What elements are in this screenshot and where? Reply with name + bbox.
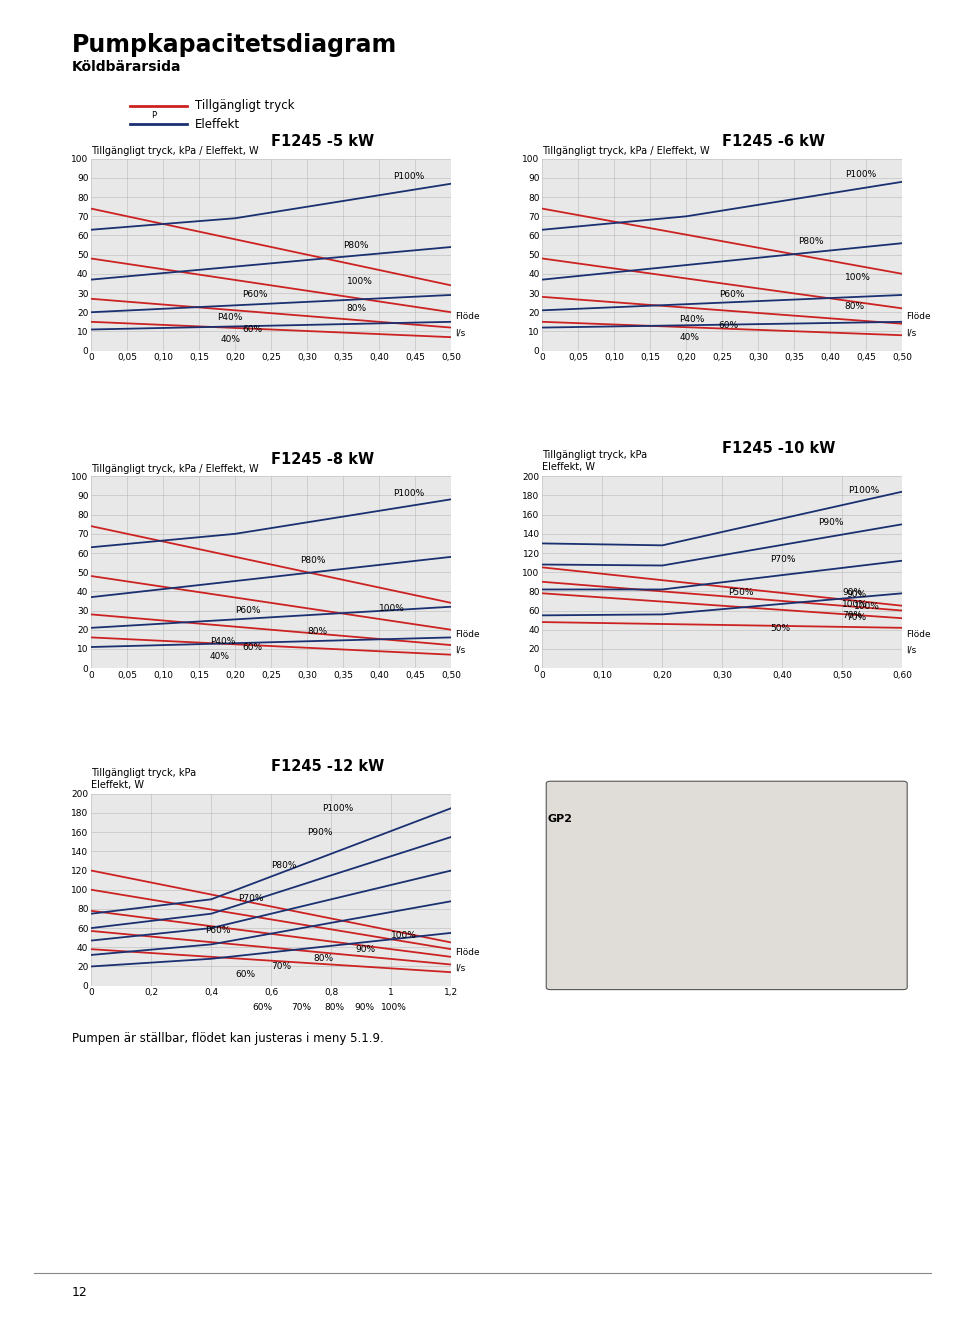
Text: 50%: 50%	[770, 624, 790, 634]
Text: P40%: P40%	[210, 636, 235, 646]
Text: Pumpen är ställbar, flödet kan justeras i meny 5.1.9.: Pumpen är ställbar, flödet kan justeras …	[72, 1032, 384, 1045]
Text: 40%: 40%	[221, 335, 241, 344]
Text: P90%: P90%	[818, 517, 844, 527]
Text: 90%: 90%	[847, 590, 867, 599]
Text: Tillgängligt tryck, kPa / Eleffekt, W: Tillgängligt tryck, kPa / Eleffekt, W	[91, 146, 259, 156]
Text: P60%: P60%	[205, 926, 230, 935]
Text: P100%: P100%	[323, 803, 353, 812]
Text: P80%: P80%	[300, 556, 325, 565]
Text: 40%: 40%	[680, 332, 699, 341]
Text: 80%: 80%	[307, 627, 327, 636]
Text: 100%: 100%	[843, 601, 868, 610]
Text: 90%: 90%	[355, 945, 375, 954]
Text: GP2: GP2	[547, 814, 572, 824]
Text: P40%: P40%	[680, 315, 705, 324]
Text: Tillgängligt tryck, kPa: Tillgängligt tryck, kPa	[91, 767, 197, 778]
Text: P: P	[151, 111, 156, 120]
Text: P80%: P80%	[798, 237, 824, 246]
Text: Flöde: Flöde	[906, 312, 931, 321]
Text: 100%: 100%	[381, 1003, 407, 1012]
Text: 80%: 80%	[313, 954, 333, 963]
Text: F1245 -8 kW: F1245 -8 kW	[271, 452, 374, 467]
Text: 80%: 80%	[347, 304, 367, 314]
Text: 90%: 90%	[843, 587, 862, 597]
Text: 60%: 60%	[235, 970, 255, 979]
Text: 70%: 70%	[271, 962, 291, 971]
Text: 40%: 40%	[210, 652, 230, 662]
Text: Flöde: Flöde	[906, 630, 931, 639]
Text: l/s: l/s	[455, 963, 466, 972]
Text: 60%: 60%	[719, 321, 739, 331]
Text: l/s: l/s	[455, 646, 466, 655]
Text: F1245 -6 kW: F1245 -6 kW	[722, 135, 826, 149]
Text: F1245 -12 kW: F1245 -12 kW	[271, 759, 384, 774]
Text: 60%: 60%	[252, 1003, 273, 1012]
Text: 90%: 90%	[354, 1003, 374, 1012]
Text: P80%: P80%	[271, 861, 297, 871]
Text: P50%: P50%	[729, 587, 754, 597]
Text: 80%: 80%	[845, 302, 865, 311]
Text: 100%: 100%	[854, 602, 880, 611]
Text: Tillgängligt tryck: Tillgängligt tryck	[195, 99, 295, 112]
Text: F1245 -10 kW: F1245 -10 kW	[722, 442, 836, 456]
Text: Tillgängligt tryck, kPa / Eleffekt, W: Tillgängligt tryck, kPa / Eleffekt, W	[542, 146, 710, 156]
Text: P40%: P40%	[217, 314, 243, 323]
Text: P60%: P60%	[235, 606, 261, 615]
Text: l/s: l/s	[455, 328, 466, 337]
Text: 100%: 100%	[379, 605, 405, 613]
Text: P70%: P70%	[770, 556, 796, 564]
Text: 100%: 100%	[845, 273, 871, 282]
Text: Eleffekt: Eleffekt	[195, 118, 240, 131]
Text: Flöde: Flöde	[455, 312, 480, 321]
Text: l/s: l/s	[906, 646, 917, 655]
Text: 70%: 70%	[847, 613, 867, 622]
Text: Tillgängligt tryck, kPa / Eleffekt, W: Tillgängligt tryck, kPa / Eleffekt, W	[91, 463, 259, 474]
Text: 60%: 60%	[242, 325, 262, 333]
Text: P60%: P60%	[242, 291, 268, 299]
Text: l/s: l/s	[906, 328, 917, 337]
Text: P100%: P100%	[849, 486, 879, 495]
Text: Flöde: Flöde	[455, 630, 480, 639]
Text: P90%: P90%	[307, 828, 333, 836]
Text: Tillgängligt tryck, kPa: Tillgängligt tryck, kPa	[542, 450, 648, 460]
Text: 70%: 70%	[843, 611, 862, 620]
Text: 80%: 80%	[324, 1003, 345, 1012]
Text: P60%: P60%	[719, 291, 744, 299]
Text: 60%: 60%	[242, 643, 262, 651]
Text: P100%: P100%	[845, 169, 876, 179]
Text: 12: 12	[72, 1286, 87, 1299]
Text: P80%: P80%	[344, 241, 369, 250]
Text: 100%: 100%	[347, 277, 372, 286]
Text: Pumpkapacitetsdiagram: Pumpkapacitetsdiagram	[72, 33, 397, 57]
Text: Eleffekt, W: Eleffekt, W	[542, 462, 595, 472]
Text: 100%: 100%	[392, 931, 417, 941]
Text: P70%: P70%	[238, 894, 264, 902]
Text: 70%: 70%	[291, 1003, 311, 1012]
FancyBboxPatch shape	[546, 781, 907, 990]
Text: P100%: P100%	[394, 490, 425, 497]
Text: Eleffekt, W: Eleffekt, W	[91, 779, 144, 790]
Text: P100%: P100%	[394, 172, 425, 180]
Text: Köldbärarsida: Köldbärarsida	[72, 60, 181, 74]
Text: Flöde: Flöde	[455, 947, 480, 957]
Text: F1245 -5 kW: F1245 -5 kW	[271, 135, 374, 149]
